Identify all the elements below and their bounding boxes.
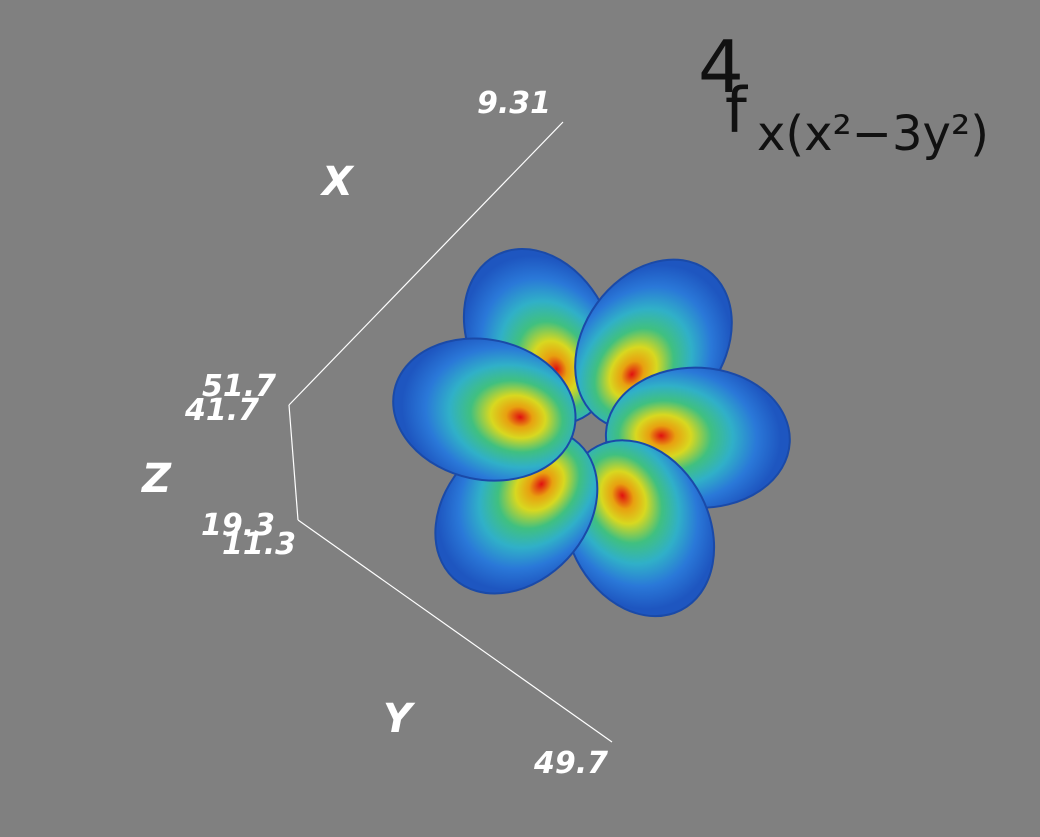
annotation-prefix: 4 [698, 25, 744, 109]
axis-label: X [319, 159, 355, 205]
tick-label: 51.7 [202, 369, 276, 404]
tick-label: 11.3 [222, 527, 296, 562]
tick-label: 49.7 [533, 746, 608, 781]
lobe [562, 439, 716, 618]
axis-line [297, 519, 613, 743]
lobe [392, 337, 577, 482]
orbital-surface [392, 248, 791, 618]
axis-box [288, 121, 613, 743]
tick-label: 9.31 [477, 86, 551, 121]
annotation-subscript: x(x²−3y²) [757, 106, 989, 162]
tick-label: 41.7 [184, 393, 259, 428]
annotation-orbital: f [725, 74, 749, 147]
axis-line [288, 404, 299, 521]
tick-label: 19.3 [201, 508, 275, 543]
axis-label: Y [383, 696, 416, 742]
axis-line [288, 121, 564, 406]
axis-label: Z [140, 456, 172, 502]
